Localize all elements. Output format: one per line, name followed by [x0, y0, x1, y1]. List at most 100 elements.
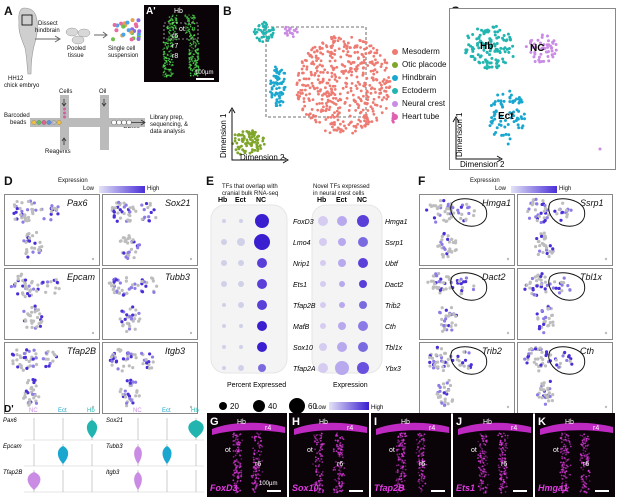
hindbrain-cell — [273, 65, 277, 69]
cell-point — [37, 248, 41, 252]
fluorescent-cell — [240, 474, 242, 477]
fluorescent-cell — [477, 460, 480, 463]
cell-point — [467, 211, 471, 216]
fluorescent-cell — [503, 444, 506, 447]
neural-crest-cell — [553, 52, 557, 56]
hindbrain-cell — [464, 51, 468, 55]
fluor-ot-label: ot — [307, 447, 313, 454]
fluorescent-cell — [399, 436, 402, 439]
mesoderm-cell — [326, 100, 330, 103]
fluorescent-cell — [499, 433, 502, 435]
fluorescent-cell — [340, 486, 343, 488]
fluorescent-cell — [189, 53, 191, 56]
fluorescent-cell — [400, 471, 403, 473]
fluorescent-cell — [397, 448, 400, 451]
cell-point — [120, 288, 124, 292]
cell-point — [542, 209, 546, 213]
fluorescent-cell — [239, 489, 241, 492]
fluorescent-cell — [240, 469, 243, 472]
cell-point — [442, 319, 447, 323]
fluorescent-cell — [338, 482, 341, 485]
cell-point — [13, 217, 17, 221]
fluorescent-cell — [193, 29, 196, 31]
fluorescent-cell — [338, 474, 341, 477]
cell-point — [540, 350, 544, 355]
fluorescent-cell — [482, 491, 485, 494]
fluorescent-cell — [232, 450, 235, 452]
cell-point — [53, 353, 57, 358]
mesoderm-cell — [361, 108, 365, 112]
cell-point — [137, 319, 141, 323]
fluorescent-cell — [484, 455, 487, 458]
mesoderm-cell — [331, 125, 334, 129]
beads-label-2: beads — [10, 120, 27, 126]
hindbrain-cell — [495, 36, 499, 40]
otic-placode-cell — [245, 144, 248, 148]
cell-point — [145, 361, 149, 365]
mesoderm-cell — [297, 71, 301, 75]
hindbrain-cell — [272, 81, 275, 84]
f-expression-title: Expression — [470, 178, 500, 184]
axis-arrows-icon — [228, 107, 289, 164]
fluorescent-cell — [314, 483, 316, 486]
mesoderm-cell — [363, 123, 367, 127]
cell-point — [446, 314, 450, 318]
cell-point — [435, 206, 440, 211]
cell-point — [134, 356, 138, 360]
mesoderm-cell — [332, 68, 335, 72]
fluorescent-cell — [195, 50, 197, 53]
cell-point — [442, 385, 447, 389]
fluorescent-cell — [239, 464, 241, 466]
violin-shape — [57, 446, 69, 464]
mesoderm-cell — [373, 103, 377, 107]
cell-point — [23, 282, 27, 286]
cell-point — [523, 357, 527, 361]
mesoderm-cell — [372, 72, 376, 76]
fluorescent-cell — [396, 489, 398, 491]
cell-point — [442, 391, 446, 395]
fluorescent-cell — [585, 491, 588, 494]
fluorescent-cell — [560, 474, 563, 477]
fluorescent-cell — [171, 19, 174, 22]
mesoderm-cell — [343, 69, 347, 73]
mesoderm-cell — [369, 105, 373, 109]
hindbrain-cell — [489, 38, 493, 42]
mesoderm-cell — [336, 99, 340, 102]
fluorescent-cell — [403, 439, 406, 441]
mesoderm-cell — [345, 82, 349, 86]
fluorescent-cell — [323, 442, 326, 445]
cell-icon — [121, 24, 126, 29]
mesoderm-cell — [315, 69, 319, 73]
fluorescent-cell — [417, 442, 420, 444]
fluorescent-cell — [500, 491, 503, 494]
fluorescent-cell — [504, 457, 507, 460]
mesoderm-cell — [324, 86, 327, 90]
cell-point — [23, 295, 27, 299]
cell-icon — [136, 18, 141, 23]
fluorescent-cell — [566, 465, 569, 468]
fluorescent-cell — [338, 481, 341, 484]
otic-placode-cell — [241, 140, 245, 144]
fluorescent-cell — [581, 439, 584, 442]
cell-point — [472, 209, 476, 213]
hindbrain-cell — [488, 45, 492, 49]
fluorescent-cell — [497, 464, 500, 467]
fluorescent-cell — [420, 477, 423, 480]
cell-point — [124, 255, 128, 259]
ectoderm-cell — [523, 117, 527, 121]
cell-point — [546, 386, 550, 390]
fluorescent-cell — [505, 462, 507, 465]
cell-point — [32, 348, 36, 352]
fluor-gene-label: Ets1 — [456, 483, 476, 493]
fluorescent-cell — [195, 69, 197, 71]
ectoderm-cell — [496, 99, 500, 103]
ectoderm-cell — [512, 120, 516, 124]
fluorescent-cell — [239, 433, 242, 436]
fluorescent-cell — [316, 433, 319, 436]
fluorescent-cell — [321, 479, 323, 482]
violin-header: Ect — [58, 408, 67, 414]
fluorescent-cell — [418, 432, 421, 435]
mesoderm-cell — [337, 47, 341, 51]
fluorescent-cell — [168, 74, 170, 76]
cell-point — [131, 365, 135, 370]
